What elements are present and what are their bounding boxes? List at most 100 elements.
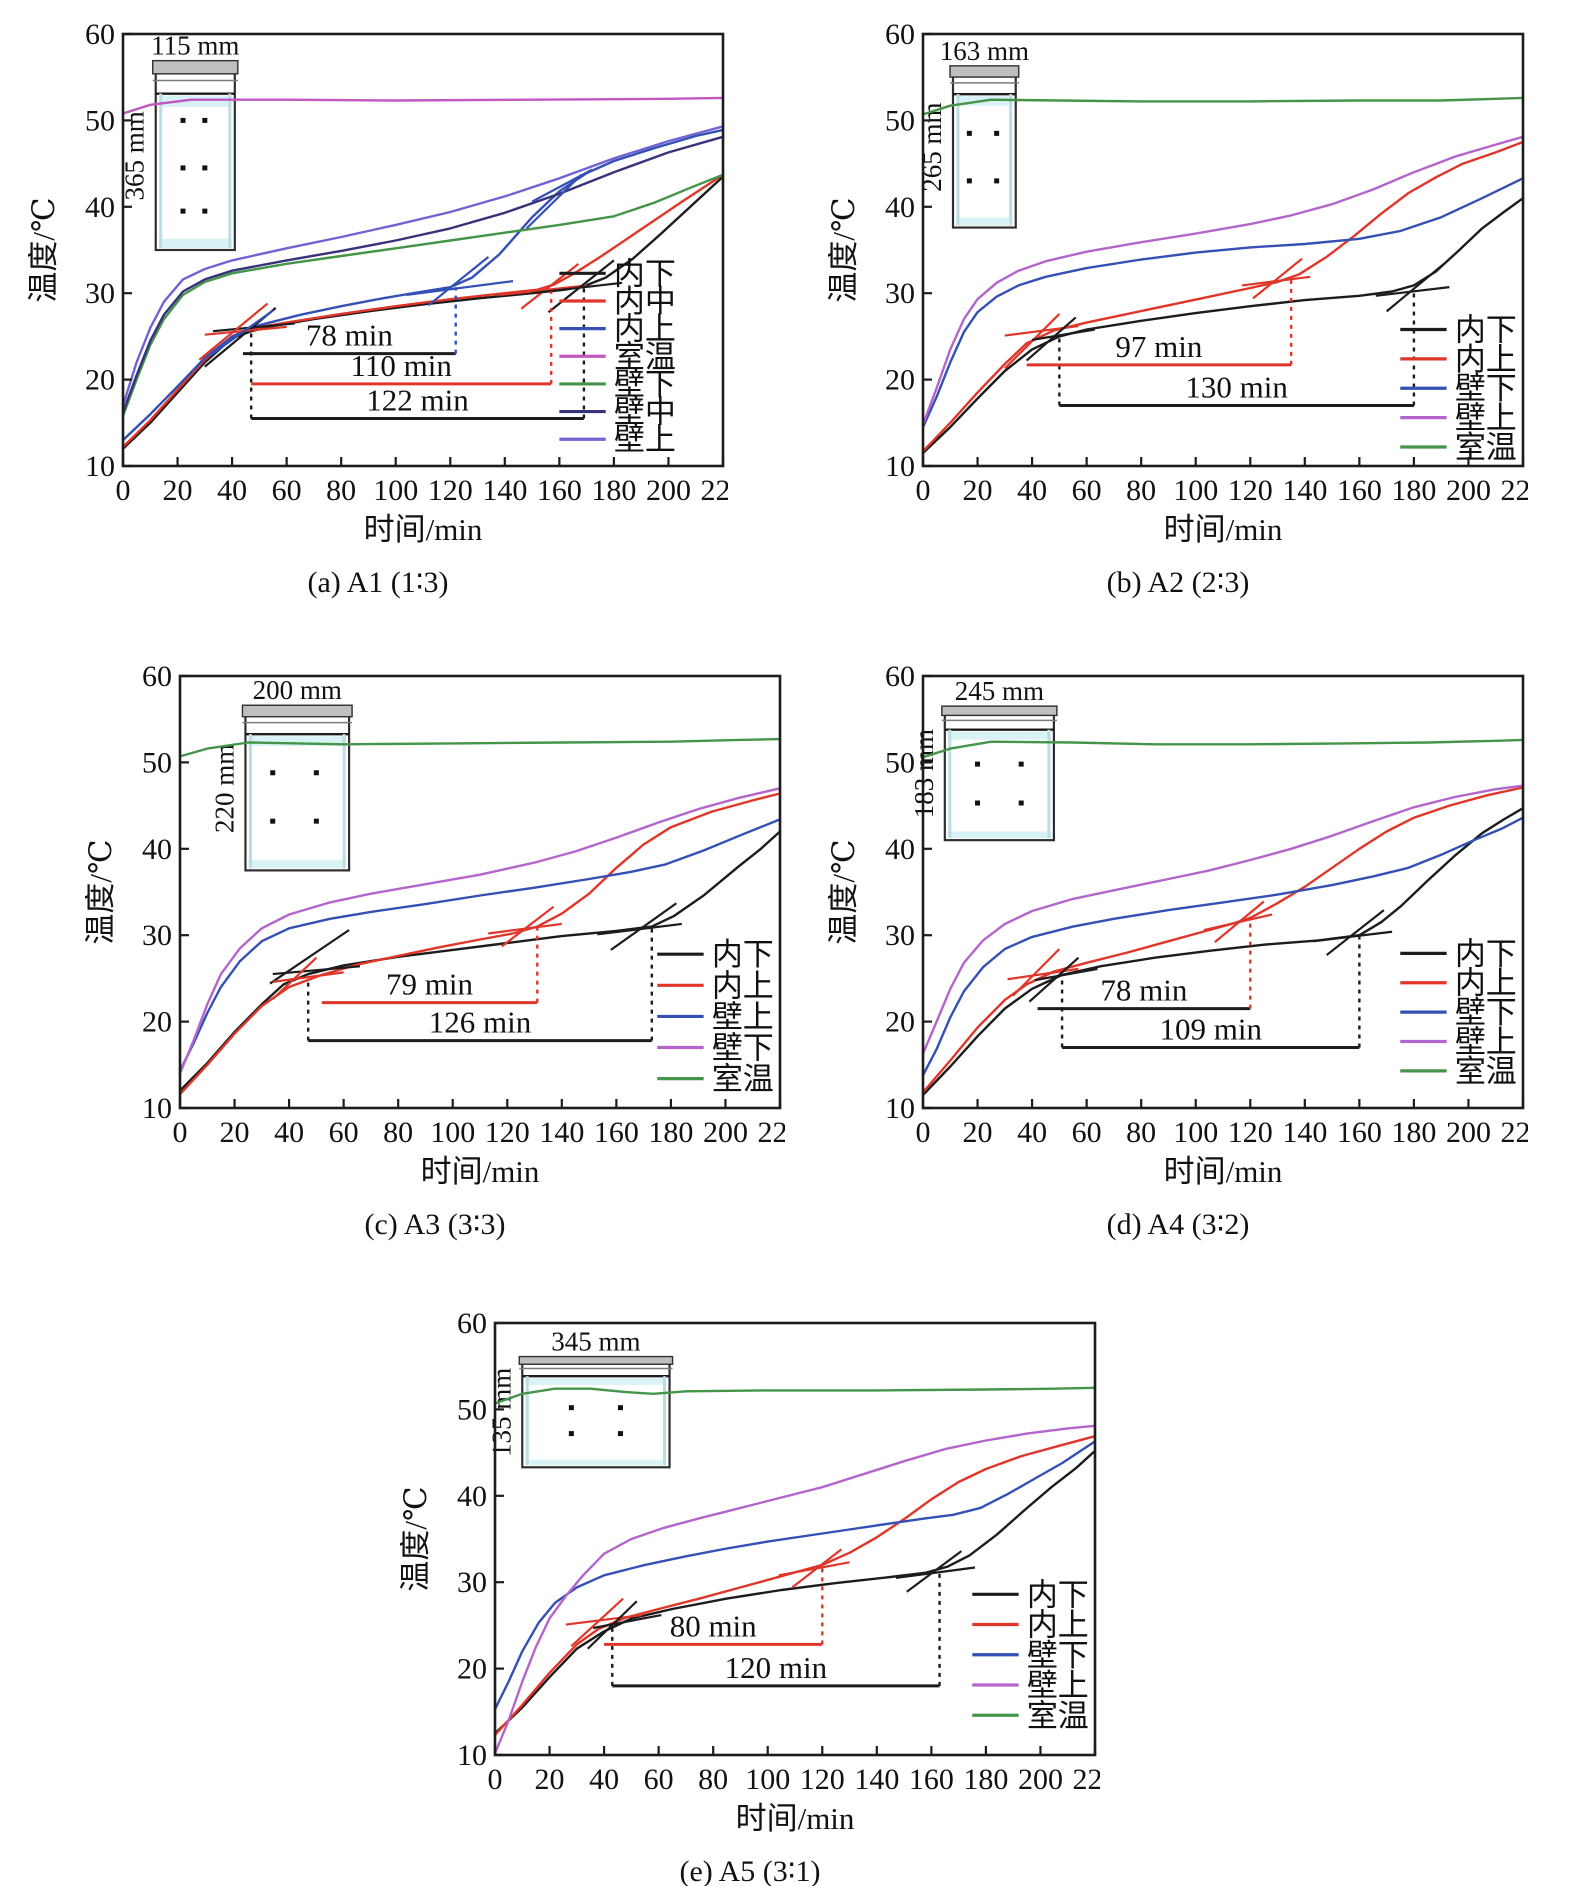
- legend-label: 室温: [614, 339, 676, 374]
- y-tick-label: 40: [457, 1480, 487, 1513]
- chart-a-temperature-vs-time: 115 mm 365 mm 78 min 110 min 122 min 内下 内中 内上 室温…: [26, 6, 746, 600]
- y-tick-label: 60: [885, 660, 915, 693]
- legend-label: 壁下: [1455, 995, 1517, 1030]
- x-tick-label: 140: [1282, 1116, 1327, 1149]
- sensor-dot: [180, 208, 186, 214]
- x-tick-label: 140: [482, 474, 527, 507]
- x-axis-label: 时间/min: [736, 1801, 855, 1835]
- legend-label: 壁上: [1455, 401, 1517, 436]
- x-axis-label: 时间/min: [1164, 1154, 1283, 1188]
- x-tick-label: 80: [698, 1763, 728, 1796]
- series-line-壁上: [921, 135, 1525, 426]
- y-tick-label: 10: [85, 450, 115, 483]
- y-tick-label: 40: [885, 833, 915, 866]
- tangent-marks: [565, 1548, 976, 1650]
- inset-height-label: 265 mm: [917, 103, 947, 192]
- sensor-dot: [966, 178, 972, 184]
- annotation-label: 126 min: [429, 1005, 532, 1040]
- sensor-dot: [270, 770, 276, 776]
- chart-e-caption: (e) A5 (3∶1): [679, 1855, 821, 1886]
- x-tick-label: 40: [274, 1116, 304, 1149]
- x-tick-label: 180: [1391, 474, 1436, 507]
- chart-a-caption: (a) A1 (1∶3): [307, 566, 449, 599]
- y-tick-label: 10: [885, 1092, 915, 1125]
- inset-tank-diagram: 163 mm 265 mm: [917, 36, 1029, 229]
- tangent-marks: [1007, 900, 1393, 1003]
- x-tick-label: 20: [163, 474, 193, 507]
- y-tick-label: 50: [885, 104, 915, 137]
- series-line-内下: [493, 1449, 1097, 1735]
- x-tick-label: 120: [428, 474, 473, 507]
- annotation-label: 80 min: [670, 1608, 757, 1643]
- x-tick-label: 220: [758, 1116, 786, 1149]
- inset-tank-diagram: 115 mm 365 mm: [120, 31, 239, 252]
- legend-label: 内下: [1455, 936, 1517, 971]
- y-tick-label: 30: [85, 277, 115, 310]
- series-line-室温: [921, 96, 1525, 116]
- x-tick-label: 40: [589, 1763, 619, 1796]
- axes: 0 20 40 60 80 100 120 140 160 180 200 220 10 20 30 40 50…: [83, 660, 803, 1189]
- annotation-label: 130 min: [1185, 370, 1288, 405]
- y-tick-label: 30: [457, 1566, 487, 1599]
- x-tick-label: 200: [646, 474, 691, 507]
- series-line-壁上: [493, 1424, 1097, 1755]
- x-tick-label: 180: [1391, 1116, 1436, 1149]
- y-tick-label: 10: [885, 450, 915, 483]
- annotations: 97 min 130 min: [1026, 280, 1416, 408]
- axes: 0 20 40 60 80 100 120 140 160 180 200 220 10 20 30 40 50…: [826, 660, 1546, 1189]
- series-line-壁下: [121, 173, 725, 418]
- sensor-dot: [180, 117, 186, 123]
- x-tick-label: 160: [537, 474, 582, 507]
- x-axis-label: 时间/min: [421, 1154, 540, 1188]
- x-tick-label: 60: [644, 1763, 674, 1796]
- sensor-dot: [1018, 761, 1024, 767]
- x-tick-label: 60: [1072, 474, 1102, 507]
- sensor-dot: [617, 1431, 623, 1437]
- y-tick-label: 20: [457, 1653, 487, 1686]
- tank-lid: [518, 1355, 674, 1365]
- legend-label: 内下: [1455, 312, 1517, 347]
- y-tick-label: 20: [885, 1006, 915, 1039]
- annotation-label: 109 min: [1159, 1012, 1262, 1047]
- y-tick-label: 10: [142, 1092, 172, 1125]
- x-tick-label: 120: [1228, 474, 1273, 507]
- sensor-dot: [568, 1405, 574, 1411]
- y-axis-label: 温度/℃: [828, 197, 861, 302]
- x-tick-label: 20: [535, 1763, 565, 1796]
- x-tick-label: 60: [329, 1116, 359, 1149]
- sensor-dot: [994, 178, 1000, 184]
- series-line-室温: [121, 96, 725, 115]
- series-line-壁下: [493, 1440, 1097, 1711]
- series-line-内中: [121, 173, 725, 449]
- x-tick-label: 100: [1173, 1116, 1218, 1149]
- axes: 0 20 40 60 80 100 120 140 160 180 200 220 10 20 30 40 50…: [398, 1307, 1118, 1836]
- axes: 0 20 40 60 80 100 120 140 160 180 200 220 10 20 30 40 50…: [826, 18, 1546, 547]
- series-curves: [121, 96, 725, 450]
- legend-label: 内上: [1455, 966, 1517, 1001]
- y-axis-label: 温度/℃: [828, 839, 861, 944]
- series-line-内上: [178, 792, 782, 1096]
- x-tick-label: 180: [648, 1116, 693, 1149]
- x-tick-label: 160: [1337, 1116, 1382, 1149]
- x-tick-label: 0: [916, 1116, 931, 1149]
- legend-label: 内上: [712, 968, 774, 1003]
- x-axis-label: 时间/min: [1164, 512, 1283, 546]
- legend-label: 壁中: [614, 395, 676, 430]
- y-tick-label: 50: [142, 746, 172, 779]
- x-tick-label: 80: [1126, 474, 1156, 507]
- legend-label: 内上: [614, 312, 676, 347]
- sensor-dot: [966, 130, 972, 136]
- y-tick-label: 20: [885, 364, 915, 397]
- x-tick-label: 160: [909, 1763, 954, 1796]
- annotations: 78 min 109 min: [1037, 917, 1361, 1050]
- x-tick-label: 100: [745, 1763, 790, 1796]
- x-tick-label: 140: [539, 1116, 584, 1149]
- legend-label: 壁上: [1027, 1668, 1089, 1703]
- x-tick-label: 160: [1337, 474, 1382, 507]
